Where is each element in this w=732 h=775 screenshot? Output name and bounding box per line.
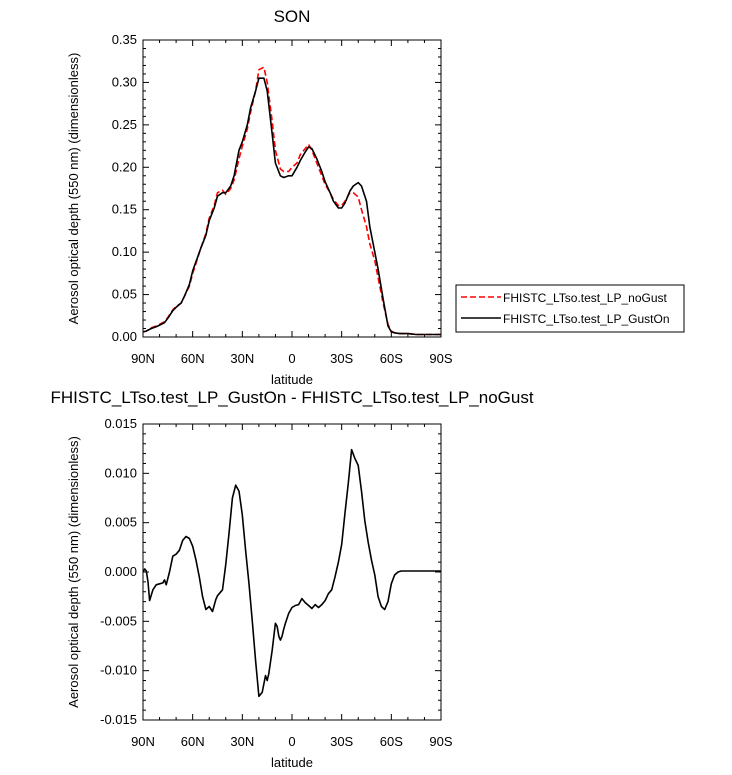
top-series-lines <box>142 66 441 336</box>
y-tick-label: 0.000 <box>104 564 137 579</box>
legend-label-guston: FHISTC_LTso.test_LP_GustOn <box>503 312 670 326</box>
x-tick-label: 30N <box>230 351 254 366</box>
x-tick-label: 30S <box>330 734 353 749</box>
x-tick-label: 0 <box>288 351 295 366</box>
series-line <box>142 66 441 336</box>
bottom-x-axis-label: latitude <box>271 755 313 770</box>
series-line <box>142 77 441 336</box>
x-tick-label: 0 <box>288 734 295 749</box>
bottom-chart: FHISTC_LTso.test_LP_GustOn - FHISTC_LTso… <box>50 388 533 770</box>
x-tick-label: 60S <box>380 351 403 366</box>
y-tick-label: 0.005 <box>104 515 137 530</box>
top-chart-title: SON <box>274 7 311 26</box>
bottom-series-lines <box>142 448 441 698</box>
y-tick-label: 0.20 <box>112 159 137 174</box>
x-tick-label: 30S <box>330 351 353 366</box>
bottom-y-axis-label: Aerosol optical depth (550 nm) (dimensio… <box>66 436 81 708</box>
x-tick-label: 30N <box>230 734 254 749</box>
x-tick-label: 90S <box>429 734 452 749</box>
y-tick-label: 0.00 <box>112 329 137 344</box>
y-tick-label: -0.005 <box>100 613 137 628</box>
x-tick-label: 90N <box>131 734 155 749</box>
y-tick-label: 0.35 <box>112 32 137 47</box>
bottom-axis-ticks: 90N 60N 30N 0 30S 60S 90S -0.015 -0.010 -0.005 0.0… <box>100 416 453 749</box>
legend: FHISTC_LTso.test_LP_noGust FHISTC_LTso.t… <box>455 284 685 333</box>
bottom-plot-frame <box>142 423 442 721</box>
top-chart: SON 90N 60N 30N 0 30S 60S 90S 0.00 0.05 0.10 0.15 0… <box>66 7 453 387</box>
y-tick-label: 0.015 <box>104 416 137 431</box>
x-tick-label: 60N <box>181 351 205 366</box>
y-tick-label: 0.25 <box>112 117 137 132</box>
top-plot-frame <box>142 39 442 338</box>
top-axis-ticks: 90N 60N 30N 0 30S 60S 90S 0.00 0.05 0.10 0.15 0.20 0… <box>112 32 453 366</box>
legend-box <box>455 284 685 333</box>
y-tick-label: 0.15 <box>112 202 137 217</box>
bottom-chart-title: FHISTC_LTso.test_LP_GustOn - FHISTC_LTso… <box>50 388 533 407</box>
y-tick-label: -0.015 <box>100 712 137 727</box>
legend-label-nogust: FHISTC_LTso.test_LP_noGust <box>503 291 668 305</box>
x-tick-label: 60N <box>181 734 205 749</box>
y-tick-label: 0.10 <box>112 244 137 259</box>
y-tick-label: 0.30 <box>112 74 137 89</box>
x-tick-label: 60S <box>380 734 403 749</box>
x-tick-label: 90S <box>429 351 452 366</box>
y-tick-label: 0.05 <box>112 287 137 302</box>
x-tick-label: 90N <box>131 351 155 366</box>
top-x-axis-label: latitude <box>271 372 313 387</box>
y-tick-label: -0.010 <box>100 663 137 678</box>
top-y-axis-label: Aerosol optical depth (550 nm) (dimensio… <box>66 53 81 325</box>
series-line <box>142 448 441 698</box>
y-tick-label: 0.010 <box>104 465 137 480</box>
